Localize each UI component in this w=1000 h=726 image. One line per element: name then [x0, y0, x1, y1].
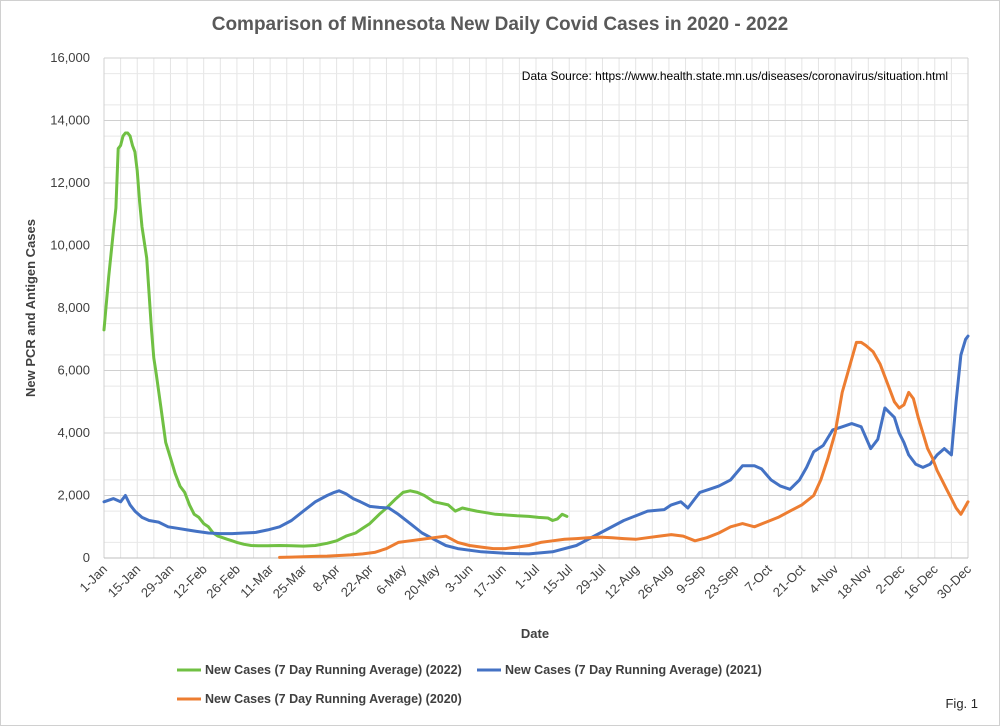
x-tick-label: 17-Jun [470, 562, 509, 601]
x-tick-label: 15-Jan [105, 562, 144, 601]
figure-label: Fig. 1 [945, 696, 978, 711]
x-tick-label: 23-Sep [701, 562, 741, 602]
y-tick-label: 2,000 [57, 488, 90, 503]
x-tick-label: 21-Oct [770, 561, 808, 599]
x-tick-label: 12-Feb [170, 562, 210, 602]
x-tick-label: 15-Jul [540, 561, 576, 597]
x-tick-label: 25-Mar [270, 561, 310, 601]
series-line-0 [102, 131, 569, 548]
x-tick-label: 1-Jul [512, 561, 543, 592]
x-tick-label: 26-Feb [203, 562, 243, 602]
x-tick-label: 12-Aug [602, 562, 642, 602]
x-tick-label: 22-Apr [338, 561, 377, 600]
series-line-1 [102, 334, 970, 556]
legend: New Cases (7 Day Running Average) (2022)… [177, 663, 762, 706]
y-tick-label: 8,000 [57, 300, 90, 315]
x-tick-label: 30-Dec [934, 561, 975, 602]
y-tick-label: 0 [83, 550, 90, 565]
x-tick-label: 29-Jan [138, 562, 177, 601]
y-tick-label: 12,000 [50, 175, 90, 190]
x-axis-title: Date [521, 626, 549, 641]
x-tick-label: 26-Aug [635, 562, 675, 602]
y-axis-title: New PCR and Antigen Cases [23, 219, 38, 397]
y-tick-label: 4,000 [57, 425, 90, 440]
chart-title: Comparison of Minnesota New Daily Covid … [211, 14, 789, 35]
x-tick-label: 16-Dec [901, 561, 942, 602]
x-tick-label: 20-May [401, 561, 443, 603]
grid-lines [104, 57, 968, 559]
x-tick-label: 18-Nov [834, 561, 875, 602]
data-source-note: Data Source: https://www.health.state.mn… [522, 69, 948, 83]
y-tick-label: 10,000 [50, 238, 90, 253]
series-line-2 [278, 340, 970, 559]
legend-label: New Cases (7 Day Running Average) (2021) [505, 663, 762, 677]
series-lines [102, 131, 970, 559]
legend-label: New Cases (7 Day Running Average) (2022) [205, 663, 462, 677]
legend-label: New Cases (7 Day Running Average) (2020) [205, 692, 462, 706]
y-tick-label: 6,000 [57, 363, 90, 378]
y-tick-label: 14,000 [50, 113, 90, 128]
y-tick-label: 16,000 [50, 50, 90, 65]
axes: 0 2,000 4,000 6,000 8,000 10,000 12,000 14,000 1… [50, 50, 974, 603]
x-tick-label: 11-Mar [237, 561, 277, 601]
